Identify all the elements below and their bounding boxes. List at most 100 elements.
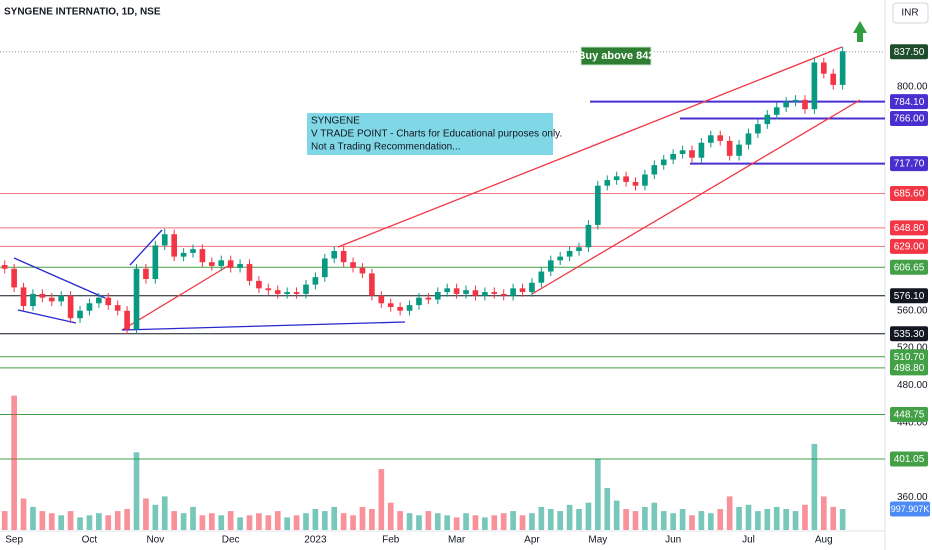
volume-bar <box>519 515 526 530</box>
volume-bar <box>491 515 498 530</box>
x-tick-label: Dec <box>222 535 240 546</box>
volume-bar <box>284 517 290 530</box>
volume-bar <box>585 502 592 530</box>
candle-body <box>209 262 215 266</box>
x-tick-label: 2023 <box>304 535 327 546</box>
buy-box <box>580 46 652 66</box>
candle-body <box>679 150 686 154</box>
volume-bar <box>209 513 215 530</box>
level-label: 535.30 <box>894 329 925 340</box>
volume-bar <box>708 513 714 530</box>
volume-bar <box>1 511 8 530</box>
volume-bar <box>444 515 451 530</box>
candle-body <box>171 234 177 257</box>
candle-body <box>425 297 432 300</box>
volume-bar <box>472 515 479 530</box>
volume-bar <box>830 506 837 530</box>
volume-bar <box>576 509 582 530</box>
candle-body <box>190 249 196 253</box>
volume-bar <box>510 511 516 530</box>
trendline <box>531 99 861 295</box>
x-tick-label: Jun <box>665 535 681 546</box>
level-label: 576.10 <box>894 291 925 302</box>
candle-body <box>764 114 771 125</box>
volume-bar <box>463 513 469 530</box>
volume-bar <box>237 517 243 530</box>
candle-body <box>434 292 441 300</box>
note-box <box>307 113 553 155</box>
candle-body <box>237 264 243 268</box>
candle-body <box>152 245 159 279</box>
level-label: 837.50 <box>894 47 925 58</box>
volume-bar <box>20 498 27 530</box>
candle-body <box>133 268 140 330</box>
volume-bar <box>773 506 780 530</box>
volume-bar <box>397 511 403 530</box>
candle-body <box>378 295 385 304</box>
note-line: V TRADE POINT - Charts for Educational p… <box>311 129 562 140</box>
candle-body <box>124 310 130 330</box>
volume-bar <box>312 509 319 530</box>
volume-bar <box>453 517 460 530</box>
volume-bar <box>171 511 177 530</box>
x-tick-label: Sep <box>5 535 23 546</box>
candle-body <box>340 251 347 263</box>
candle-body <box>369 273 375 296</box>
volume-bar <box>114 511 121 530</box>
candle-body <box>736 144 742 156</box>
candle-body <box>839 51 846 85</box>
candle-body <box>830 73 837 85</box>
volume-bar <box>500 513 507 530</box>
volume-bar <box>105 515 112 530</box>
candle-body <box>717 135 724 141</box>
x-tick-label: Aug <box>815 535 833 546</box>
level-label: 784.10 <box>894 97 925 108</box>
volume-bar <box>802 504 808 530</box>
level-tag <box>890 238 928 254</box>
candle-body <box>161 234 168 246</box>
volume-bar <box>679 509 686 530</box>
candle-body <box>143 268 149 279</box>
volume-bar <box>58 515 65 530</box>
candle-body <box>77 310 83 319</box>
candle-body <box>491 292 498 294</box>
volume-bar <box>670 513 676 530</box>
candle-body <box>642 174 648 186</box>
trendline <box>13 257 106 299</box>
candle-body <box>519 288 526 293</box>
volume-bar <box>256 513 262 530</box>
volume-bar <box>96 513 102 530</box>
candle-body <box>359 267 366 274</box>
volume-bar <box>227 511 234 530</box>
volume-bar <box>190 506 196 530</box>
volume-bar <box>11 395 17 530</box>
candle-body <box>576 247 582 252</box>
volume-bar <box>359 506 366 530</box>
level-tag <box>890 288 928 304</box>
x-tick-label: Oct <box>82 535 98 546</box>
x-tick-label: Feb <box>382 535 400 546</box>
volume-bar <box>604 488 611 530</box>
volume-bar <box>726 496 733 530</box>
level-label: 510.70 <box>894 352 925 363</box>
candle-body <box>547 260 554 272</box>
volume-bar <box>613 500 620 530</box>
candle-body <box>246 264 253 281</box>
buy-note: Buy above 842 <box>577 50 654 62</box>
y-tick-label: 520.00 <box>897 343 928 354</box>
volume-bar <box>547 509 554 530</box>
level-label: 648.80 <box>894 223 925 234</box>
level-label: 717.70 <box>894 159 925 170</box>
volume-bar <box>152 504 159 530</box>
y-tick-label: 800.00 <box>897 81 928 92</box>
volume-bar <box>717 509 724 530</box>
level-tag <box>890 186 928 202</box>
volume-bar <box>623 509 629 530</box>
candle-body <box>557 256 564 261</box>
volume-bar <box>698 511 705 530</box>
candle-body <box>651 165 658 175</box>
level-label: 766.00 <box>894 114 925 125</box>
candle-body <box>96 297 102 304</box>
volume-bar <box>651 502 658 530</box>
